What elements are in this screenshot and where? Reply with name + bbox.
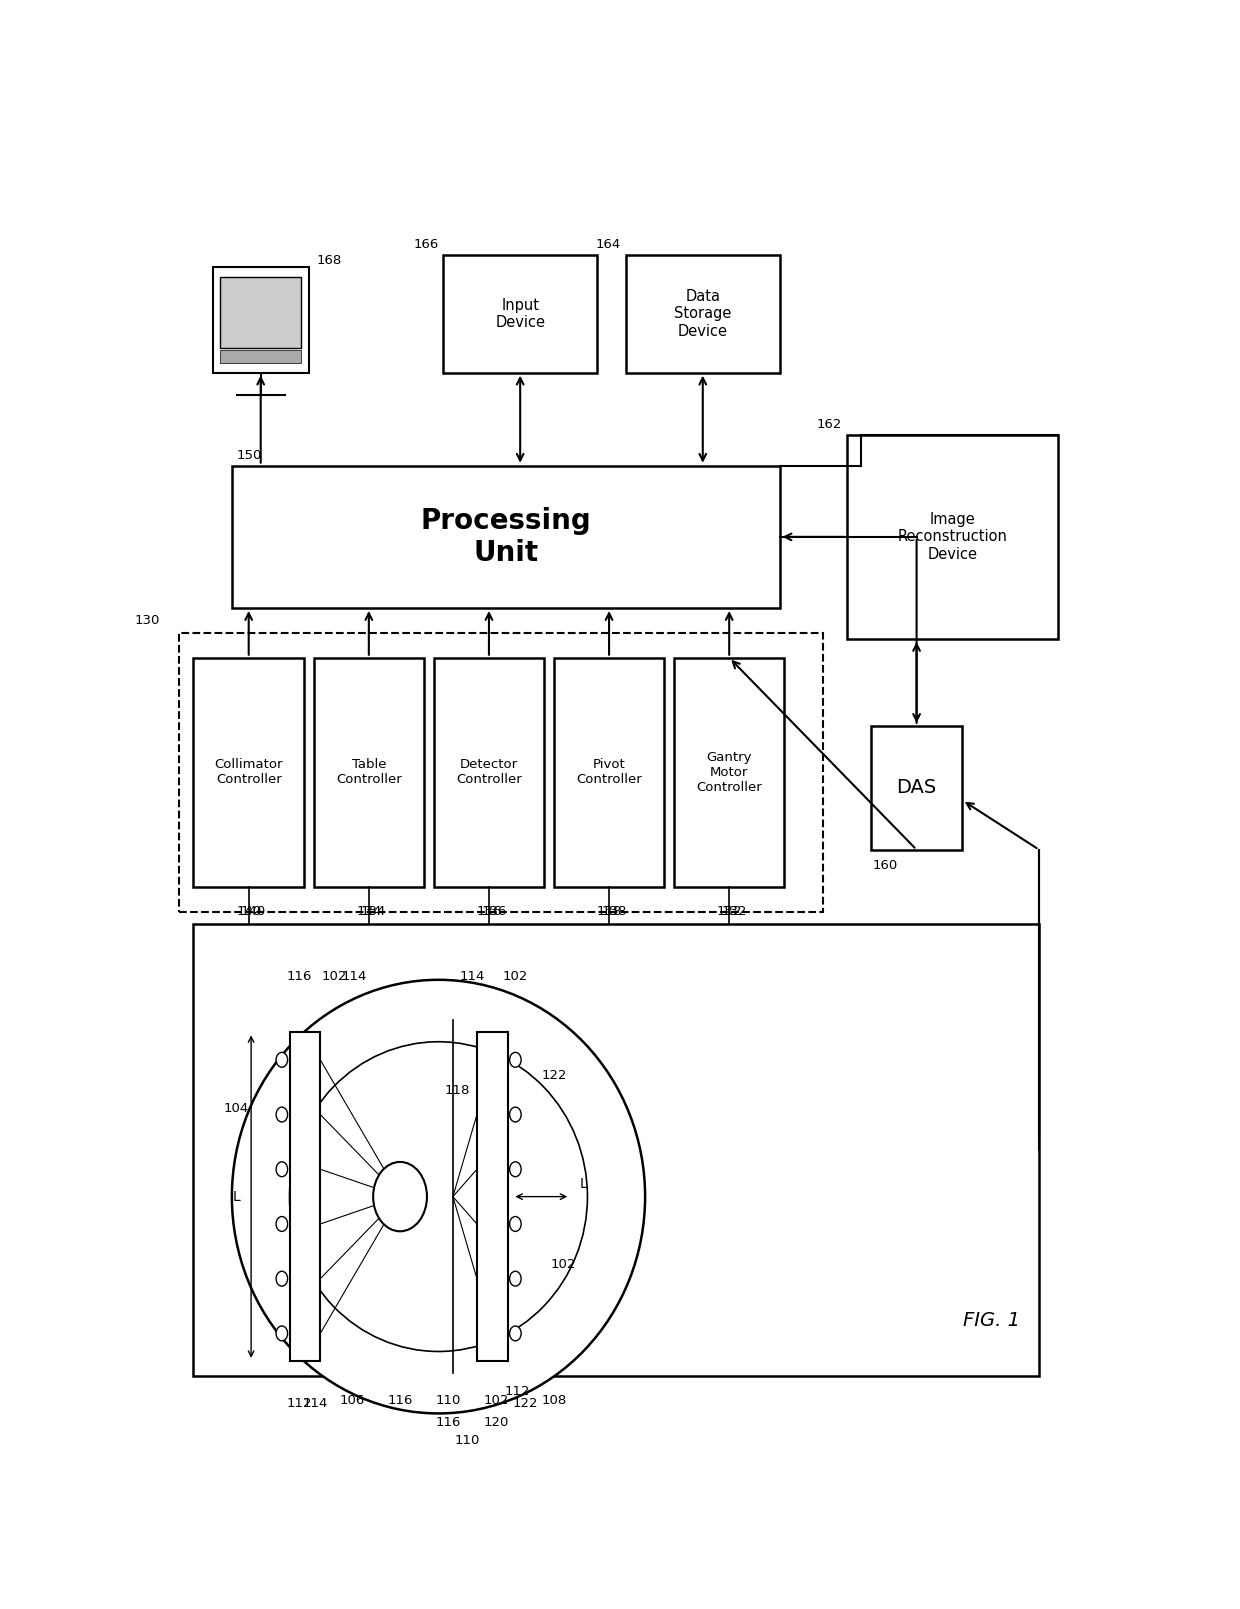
Circle shape — [510, 1107, 521, 1121]
Circle shape — [277, 1162, 288, 1176]
Text: 150: 150 — [237, 449, 262, 462]
Bar — [847, 434, 1058, 639]
Bar — [444, 256, 596, 373]
Bar — [221, 351, 301, 362]
Text: 116: 116 — [286, 970, 311, 983]
Text: 122: 122 — [541, 1068, 567, 1081]
Text: 140: 140 — [241, 904, 267, 917]
Text: Detector
Controller: Detector Controller — [456, 758, 522, 787]
Text: 114: 114 — [460, 970, 485, 983]
Text: Pivot
Controller: Pivot Controller — [577, 758, 642, 787]
Text: 102: 102 — [484, 1395, 508, 1408]
Text: 134: 134 — [356, 904, 382, 917]
Text: 112: 112 — [505, 1385, 529, 1398]
Circle shape — [510, 1162, 521, 1176]
Text: 164: 164 — [596, 238, 621, 251]
Bar — [870, 726, 962, 850]
Text: Processing
Unit: Processing Unit — [420, 507, 591, 566]
Text: 108: 108 — [541, 1395, 567, 1408]
Text: Input
Device: Input Device — [495, 298, 546, 330]
Text: 162: 162 — [817, 418, 842, 431]
Bar — [213, 267, 309, 373]
Text: 102: 102 — [502, 970, 528, 983]
Text: 114: 114 — [303, 1397, 329, 1411]
Circle shape — [277, 1107, 288, 1121]
Circle shape — [510, 1326, 521, 1340]
Circle shape — [277, 1271, 288, 1286]
Text: L: L — [233, 1189, 241, 1204]
Bar — [193, 658, 304, 887]
Text: 160: 160 — [873, 859, 898, 872]
Text: 168: 168 — [316, 254, 342, 267]
Circle shape — [510, 1052, 521, 1067]
Text: Gantry
Motor
Controller: Gantry Motor Controller — [697, 751, 763, 793]
Text: 120: 120 — [484, 1416, 508, 1429]
Circle shape — [373, 1162, 427, 1231]
Text: 116: 116 — [435, 1416, 461, 1429]
Text: 102: 102 — [551, 1258, 577, 1271]
Text: 138: 138 — [601, 904, 626, 917]
Text: 102: 102 — [322, 970, 347, 983]
Bar — [289, 1033, 320, 1361]
Ellipse shape — [289, 1041, 588, 1352]
Text: 166: 166 — [413, 238, 439, 251]
Text: 106: 106 — [340, 1395, 365, 1408]
Text: 110: 110 — [455, 1435, 480, 1448]
Circle shape — [510, 1216, 521, 1231]
Circle shape — [277, 1052, 288, 1067]
Bar — [221, 277, 301, 348]
Text: 122: 122 — [512, 1397, 538, 1411]
Text: 138: 138 — [596, 904, 621, 917]
Text: Data
Storage
Device: Data Storage Device — [675, 290, 732, 339]
Text: 112: 112 — [286, 1397, 312, 1411]
Text: 132: 132 — [722, 904, 746, 917]
Bar — [626, 256, 780, 373]
Bar — [554, 658, 665, 887]
Bar — [434, 658, 544, 887]
Text: Image
Reconstruction
Device: Image Reconstruction Device — [898, 512, 1008, 562]
Circle shape — [510, 1271, 521, 1286]
Bar — [477, 1033, 507, 1361]
Text: 136: 136 — [481, 904, 506, 917]
Text: Collimator
Controller: Collimator Controller — [215, 758, 283, 787]
Circle shape — [277, 1326, 288, 1340]
Bar — [675, 658, 785, 887]
Text: 104: 104 — [224, 1102, 249, 1115]
Text: DAS: DAS — [897, 779, 936, 798]
Text: L: L — [580, 1178, 588, 1191]
Text: 114: 114 — [341, 970, 367, 983]
Bar — [193, 924, 1039, 1376]
Ellipse shape — [232, 980, 645, 1413]
Text: 130: 130 — [134, 613, 160, 626]
Text: Table
Controller: Table Controller — [336, 758, 402, 787]
Bar — [314, 658, 424, 887]
Text: 136: 136 — [476, 904, 502, 917]
Text: 110: 110 — [435, 1395, 461, 1408]
Text: FIG. 1: FIG. 1 — [962, 1311, 1019, 1331]
Text: 140: 140 — [236, 904, 262, 917]
Text: 134: 134 — [361, 904, 387, 917]
Circle shape — [277, 1216, 288, 1231]
Bar — [232, 465, 780, 608]
Text: 132: 132 — [717, 904, 742, 917]
Bar — [179, 632, 823, 912]
Text: 118: 118 — [445, 1084, 470, 1097]
Text: 116: 116 — [387, 1395, 413, 1408]
